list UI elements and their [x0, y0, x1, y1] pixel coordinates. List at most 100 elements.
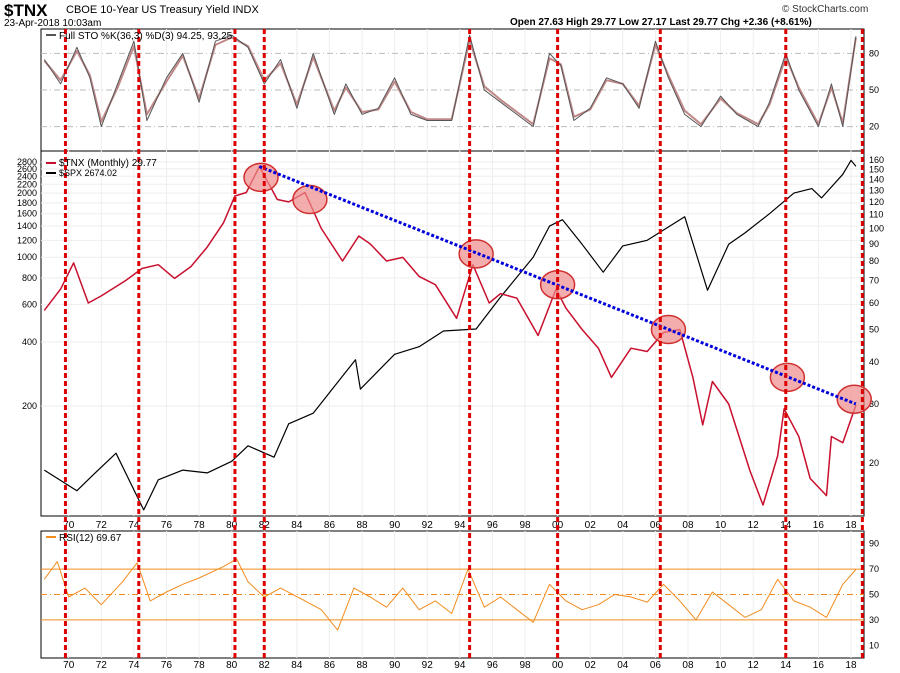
x-tick-label-rsi: 74	[128, 660, 140, 671]
left-y-tick-label: 600	[22, 299, 37, 309]
x-tick-label-rsi: 96	[487, 660, 499, 671]
right-y-tick-label: 20	[869, 458, 879, 468]
x-tick-label-price: 08	[682, 520, 694, 531]
x-tick-label-rsi: 08	[682, 660, 694, 671]
x-tick-label-rsi: 18	[845, 660, 857, 671]
sto-y-tick-label: 80	[869, 48, 879, 58]
symbol-description: CBOE 10-Year US Treasury Yield INDX	[66, 4, 259, 16]
x-tick-label-rsi: 12	[748, 660, 760, 671]
x-tick-label-price: 70	[63, 520, 75, 531]
x-tick-label-rsi: 92	[422, 660, 434, 671]
stockcharts-attribution[interactable]: © StockCharts.com	[782, 4, 869, 15]
rsi-line	[43, 558, 857, 631]
right-y-tick-label: 60	[869, 298, 879, 308]
spx-legend-label: $SPX 2674.02	[59, 168, 117, 178]
left-y-tick-label: 200	[22, 401, 37, 411]
left-y-tick-label: 1800	[17, 198, 37, 208]
x-tick-label-rsi: 02	[585, 660, 597, 671]
x-tick-label-rsi: 86	[324, 660, 336, 671]
x-tick-label-price: 92	[422, 520, 434, 531]
left-y-tick-label: 2600	[17, 164, 37, 174]
left-y-tick-label: 2800	[17, 157, 37, 167]
x-tick-label-rsi: 06	[650, 660, 662, 671]
x-tick-label-price: 94	[454, 520, 466, 531]
x-tick-label-rsi: 00	[552, 660, 564, 671]
x-tick-label-price: 04	[617, 520, 629, 531]
symbol-title: $TNX	[4, 1, 48, 20]
quote-datetime: 23-Apr-2018 10:03am	[4, 18, 102, 29]
spx-line	[43, 159, 857, 511]
tnx-legend-label: $TNX (Monthly) 29.77	[59, 158, 157, 169]
x-tick-label-rsi: 14	[780, 660, 792, 671]
x-tick-label-rsi: 90	[389, 660, 401, 671]
x-tick-label-price: 98	[519, 520, 531, 531]
left-y-tick-label: 1000	[17, 252, 37, 262]
x-tick-label-rsi: 76	[161, 660, 173, 671]
x-tick-label-rsi: 10	[715, 660, 727, 671]
x-tick-label-price: 18	[845, 520, 857, 531]
x-tick-label-rsi: 78	[194, 660, 206, 671]
x-tick-label-price: 10	[715, 520, 727, 531]
x-tick-label-rsi: 70	[63, 660, 75, 671]
rsi-panel-frame	[40, 530, 865, 659]
left-y-tick-label: 1600	[17, 209, 37, 219]
rsi-y-tick-label: 50	[869, 590, 879, 600]
left-y-tick-label: 2200	[17, 179, 37, 189]
x-tick-label-price: 12	[748, 520, 760, 531]
right-y-tick-label: 30	[869, 399, 879, 409]
right-y-tick-label: 140	[869, 174, 884, 184]
right-y-tick-label: 110	[869, 210, 883, 220]
left-y-tick-label: 2400	[17, 171, 37, 181]
x-tick-label-rsi: 94	[454, 660, 466, 671]
rsi-legend-label: RSI(12) 69.67	[59, 533, 122, 544]
rsi-y-tick-label: 10	[869, 640, 879, 650]
left-y-tick-label: 2000	[17, 188, 37, 198]
x-tick-label-price: 84	[291, 520, 303, 531]
rsi-y-tick-label: 30	[869, 615, 879, 625]
ohlc-summary: Open 27.63 High 29.77 Low 27.17 Last 29.…	[510, 17, 812, 28]
x-tick-label-price: 02	[585, 520, 597, 531]
x-tick-label-price: 90	[389, 520, 401, 531]
stochastic-panel-frame	[40, 28, 865, 152]
right-y-tick-label: 130	[869, 185, 884, 195]
rsi-y-tick-label: 70	[869, 564, 879, 574]
right-y-tick-label: 90	[869, 239, 879, 249]
x-tick-label-price: 06	[650, 520, 662, 531]
x-tick-label-price: 96	[487, 520, 499, 531]
peak-circle-marker	[458, 239, 494, 269]
sto-k-line	[43, 34, 857, 128]
sto-y-tick-label: 50	[869, 85, 879, 95]
right-y-tick-label: 80	[869, 256, 879, 266]
right-y-tick-label: 50	[869, 325, 879, 335]
x-tick-label-rsi: 16	[813, 660, 825, 671]
sto-y-tick-label: 20	[869, 122, 879, 132]
x-tick-label-rsi: 82	[259, 660, 271, 671]
right-y-tick-label: 120	[869, 197, 884, 207]
sto-legend-label: Full STO %K(36,3) %D(3) 94.25, 93.25	[59, 31, 233, 42]
x-tick-label-rsi: 04	[617, 660, 629, 671]
x-tick-label-rsi: 88	[356, 660, 368, 671]
x-tick-label-rsi: 84	[291, 660, 303, 671]
x-tick-label-price: 72	[96, 520, 108, 531]
x-tick-label-rsi: 72	[96, 660, 108, 671]
x-tick-label-price: 16	[813, 520, 825, 531]
left-y-tick-label: 800	[22, 273, 37, 283]
right-y-tick-label: 160	[869, 155, 884, 165]
right-y-tick-label: 100	[869, 224, 884, 234]
peak-circle-marker	[769, 362, 806, 393]
x-tick-label-price: 78	[194, 520, 206, 531]
left-y-tick-label: 1200	[17, 235, 37, 245]
x-tick-label-price: 86	[324, 520, 336, 531]
right-y-tick-label: 40	[869, 357, 879, 367]
left-y-tick-label: 400	[22, 337, 37, 347]
x-tick-label-rsi: 98	[519, 660, 531, 671]
x-tick-label-rsi: 80	[226, 660, 238, 671]
right-y-tick-label: 150	[869, 164, 884, 174]
left-y-tick-label: 1400	[17, 221, 37, 231]
x-tick-label-price: 76	[161, 520, 173, 531]
peak-circle-marker	[292, 184, 328, 215]
rsi-y-tick-label: 90	[869, 539, 879, 549]
x-tick-label-price: 74	[128, 520, 140, 531]
